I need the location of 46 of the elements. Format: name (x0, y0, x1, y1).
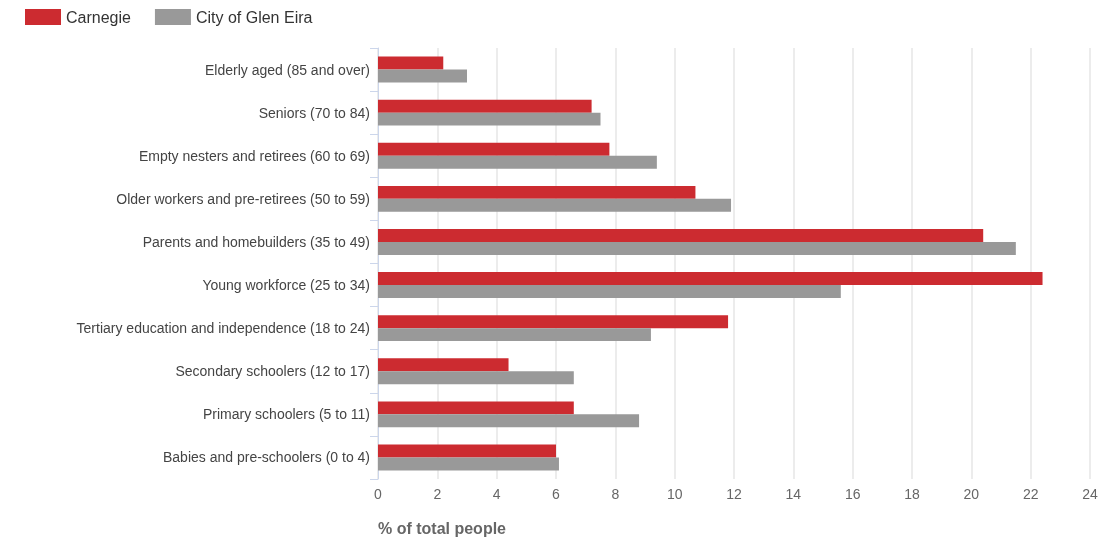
x-tick-label: 18 (904, 486, 920, 502)
bar (378, 358, 509, 372)
x-tick-label: 10 (666, 486, 683, 502)
y-tick-label: Parents and homebuilders (35 to 49) (142, 233, 370, 250)
bar (378, 229, 984, 242)
bar (378, 185, 696, 199)
bar (378, 142, 610, 156)
legend-label: City of Glen Eira (195, 8, 313, 26)
x-axis-title: % of total people (378, 519, 507, 537)
x-tick-label: 16 (844, 486, 861, 502)
bar (378, 272, 1043, 286)
bar (378, 285, 841, 298)
y-tick-label: Young workforce (25 to 34) (202, 277, 370, 294)
bar (378, 328, 651, 342)
bar (378, 414, 640, 428)
bar (378, 69, 467, 83)
x-tick-label: 20 (963, 486, 980, 502)
legend-label: Carnegie (66, 8, 132, 26)
y-tick-label: Babies and pre-schoolers (0 to 4) (163, 449, 370, 466)
y-tick-label: Tertiary education and independence (18 to 24) (76, 320, 370, 337)
x-tick-label: 6 (552, 486, 561, 502)
bar (378, 371, 574, 385)
bar (378, 99, 592, 113)
y-tick-label: Elderly aged (85 and over) (205, 61, 370, 78)
x-tick-label: 0 (374, 486, 383, 502)
x-tick-label: 12 (726, 486, 742, 502)
bar (378, 198, 732, 212)
y-tick-label: Secondary schoolers (12 to 17) (175, 363, 370, 380)
x-tick-label: 24 (1082, 486, 1098, 502)
y-tick-label: Older workers and pre-retirees (50 to 59) (116, 190, 370, 207)
y-tick-label: Empty nesters and retirees (60 to 69) (138, 147, 370, 164)
bar (378, 56, 444, 70)
x-tick-label: 14 (785, 486, 802, 502)
bar (378, 401, 574, 415)
bar (378, 241, 1016, 255)
bar (378, 155, 657, 169)
bar (378, 112, 601, 126)
bar (378, 444, 556, 458)
x-tick-label: 22 (1022, 486, 1039, 502)
x-tick-label: 8 (611, 486, 620, 502)
bar (378, 315, 729, 329)
y-tick-label: Primary schoolers (5 to 11) (202, 406, 370, 423)
x-tick-label: 4 (492, 486, 501, 502)
y-tick-label: Seniors (70 to 84) (258, 104, 370, 121)
bar (378, 457, 559, 471)
x-tick-label: 2 (433, 486, 442, 502)
